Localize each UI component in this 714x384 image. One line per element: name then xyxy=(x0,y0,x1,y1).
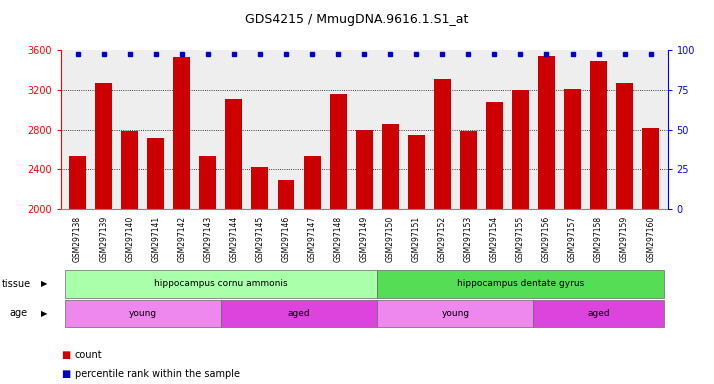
Text: GDS4215 / MmugDNA.9616.1.S1_at: GDS4215 / MmugDNA.9616.1.S1_at xyxy=(246,13,468,26)
Text: aged: aged xyxy=(587,309,610,318)
Text: young: young xyxy=(441,309,469,318)
Bar xyxy=(330,94,346,209)
Bar xyxy=(356,130,373,209)
Bar xyxy=(199,157,216,209)
Bar xyxy=(486,102,503,209)
Bar xyxy=(616,83,633,209)
Bar xyxy=(538,56,555,209)
Bar xyxy=(512,90,529,209)
Bar xyxy=(460,131,477,209)
Bar xyxy=(69,157,86,209)
Bar xyxy=(590,61,607,209)
Bar xyxy=(642,127,659,209)
Bar xyxy=(251,167,268,209)
Text: young: young xyxy=(129,309,157,318)
Bar xyxy=(278,180,294,209)
Text: hippocampus dentate gyrus: hippocampus dentate gyrus xyxy=(457,279,584,288)
Text: aged: aged xyxy=(288,309,311,318)
Bar xyxy=(174,57,190,209)
Bar xyxy=(121,131,139,209)
Text: ■: ■ xyxy=(61,369,70,379)
Bar xyxy=(95,83,112,209)
Text: count: count xyxy=(75,350,103,360)
Bar xyxy=(303,157,321,209)
Text: ▶: ▶ xyxy=(41,279,48,288)
Text: age: age xyxy=(9,308,27,318)
Text: ▶: ▶ xyxy=(41,309,48,318)
Bar xyxy=(382,124,398,209)
Bar xyxy=(434,79,451,209)
Bar xyxy=(226,99,242,209)
Text: percentile rank within the sample: percentile rank within the sample xyxy=(75,369,240,379)
Bar xyxy=(147,137,164,209)
Text: ■: ■ xyxy=(61,350,70,360)
Bar xyxy=(408,134,425,209)
Text: tissue: tissue xyxy=(1,279,31,289)
Bar xyxy=(564,89,581,209)
Text: hippocampus cornu ammonis: hippocampus cornu ammonis xyxy=(154,279,288,288)
